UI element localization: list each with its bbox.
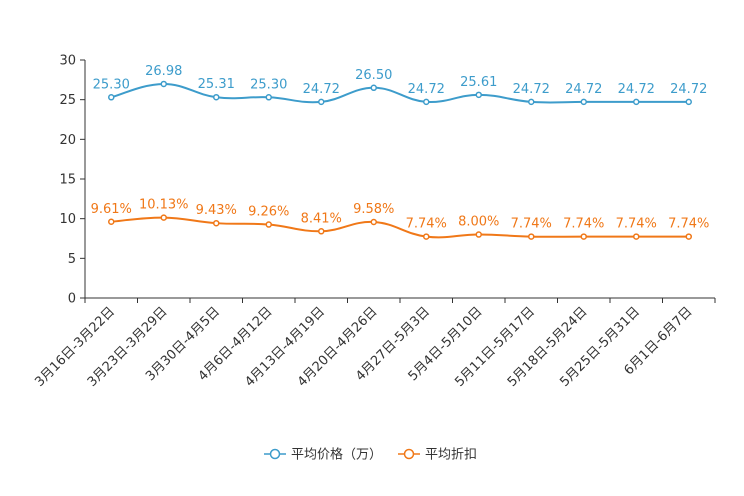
data-label: 9.58% [353, 202, 394, 217]
data-point [476, 92, 481, 97]
data-label: 24.72 [513, 82, 550, 97]
data-label: 24.72 [670, 82, 707, 97]
data-label: 8.00% [458, 215, 499, 230]
data-label: 24.72 [303, 82, 340, 97]
data-point [581, 99, 586, 104]
data-point [214, 95, 219, 100]
data-point [266, 95, 271, 100]
data-point [424, 99, 429, 104]
data-label: 7.74% [668, 217, 709, 232]
data-label: 9.61% [91, 202, 132, 217]
data-label: 26.50 [355, 68, 392, 83]
y-tick-label: 25 [59, 93, 76, 108]
data-label: 7.74% [511, 217, 552, 232]
data-label: 10.13% [139, 198, 189, 213]
data-point [371, 219, 376, 224]
legend-label: 平均价格（万） [291, 447, 382, 463]
legend[interactable]: 平均价格（万） 平均折扣 [264, 447, 477, 463]
y-tick-label: 0 [68, 292, 76, 307]
data-point [529, 99, 534, 104]
data-label: 9.43% [196, 203, 237, 218]
data-label: 24.72 [565, 82, 602, 97]
data-label: 7.74% [616, 217, 657, 232]
legend-label: 平均折扣 [425, 448, 477, 463]
data-point [161, 215, 166, 220]
data-point [476, 232, 481, 237]
series-1: 25.30 26.98 25.31 25.30 24.72 26.50 24.72 25.61… [93, 64, 708, 104]
data-point [109, 219, 114, 224]
y-tick-label: 20 [59, 133, 76, 148]
data-point [319, 229, 324, 234]
data-point [109, 95, 114, 100]
y-tick-label: 5 [68, 252, 76, 267]
data-point [581, 234, 586, 239]
line-chart: 0510152025303月16日-3月22日3月23日-3月29日3月30日-… [0, 0, 744, 496]
data-point [266, 222, 271, 227]
y-tick-label: 10 [59, 212, 76, 227]
data-label: 25.61 [460, 75, 497, 90]
legend-marker-icon [405, 450, 414, 459]
y-tick-label: 15 [59, 173, 76, 188]
data-label: 24.72 [408, 82, 445, 97]
data-point [686, 99, 691, 104]
data-point [161, 81, 166, 86]
data-label: 9.26% [248, 205, 289, 220]
data-label: 25.30 [250, 77, 287, 92]
data-label: 25.30 [93, 77, 130, 92]
series-2: 9.61% 10.13% 9.43% 9.26% 8.41% 9.58% 7.74% 8.00… [91, 198, 710, 239]
legend-item-1[interactable]: 平均价格（万） [264, 447, 382, 463]
legend-item-2[interactable]: 平均折扣 [398, 448, 477, 463]
y-tick-label: 30 [59, 54, 76, 69]
data-label: 7.74% [563, 217, 604, 232]
data-point [371, 85, 376, 90]
data-label: 26.98 [145, 64, 182, 79]
data-point [634, 234, 639, 239]
legend-marker-icon [271, 450, 280, 459]
data-label: 7.74% [406, 217, 447, 232]
data-label: 8.41% [301, 211, 342, 226]
data-point [529, 234, 534, 239]
data-label: 25.31 [198, 77, 235, 92]
data-label: 24.72 [618, 82, 655, 97]
series-layer: 25.30 26.98 25.31 25.30 24.72 26.50 24.72 25.61… [91, 64, 710, 239]
data-point [634, 99, 639, 104]
data-point [686, 234, 691, 239]
data-point [214, 221, 219, 226]
data-point [424, 234, 429, 239]
data-point [319, 99, 324, 104]
